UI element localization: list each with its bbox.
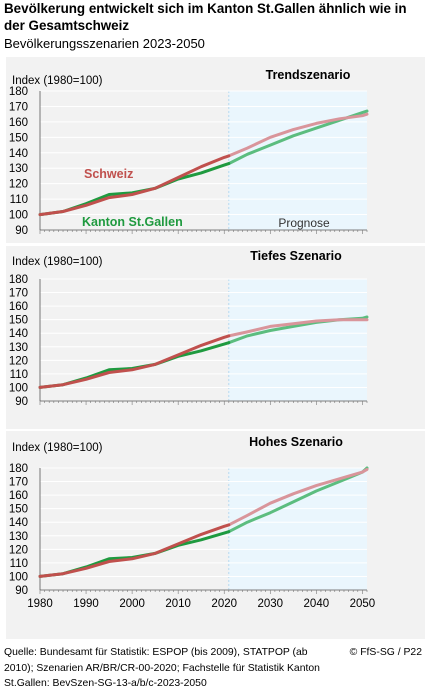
panel-1-line-schweiz-historic	[38, 154, 231, 217]
panel-2-ylabel: Index (1980=100)	[12, 256, 103, 268]
panel-1-ytick-label: 90	[15, 225, 28, 237]
panel-1-label-schweiz: Schweiz	[84, 167, 133, 181]
panel-2-ytick-label: 160	[9, 301, 28, 313]
panel-3-line-schweiz-historic	[38, 523, 231, 578]
panel-1-ytick-label: 140	[9, 148, 28, 160]
chart-subtitle: Bevölkerungsszenarien 2023-2050	[4, 36, 205, 51]
panel-3-xtick-label: 2010	[165, 598, 191, 610]
panel-1-ytick-label: 170	[9, 101, 28, 113]
panel-1-title: Trendszenario	[266, 68, 351, 82]
panel-2-title: Tiefes Szenario	[250, 249, 342, 263]
panel-1-ytick-label: 130	[9, 163, 28, 175]
panel-2-ytick-label: 110	[10, 369, 28, 381]
panel-3-title: Hohes Szenario	[249, 435, 343, 449]
panel-3-ytick-label: 90	[15, 585, 28, 597]
panel-3-xtick-label: 1990	[73, 598, 99, 610]
panel-2-ytick-label: 100	[9, 382, 28, 394]
panel-1-ytick-label: 150	[9, 132, 28, 144]
panel-2-ytick-label: 140	[9, 328, 28, 340]
panel-1-ytick-label: 180	[9, 86, 28, 98]
panel-3-xtick-label: 2030	[257, 598, 283, 610]
panel-3-xtick-label: 2040	[304, 598, 330, 610]
panel-1-ytick-label: 100	[9, 210, 28, 222]
panel-3-xtick-label: 1980	[27, 598, 53, 610]
panel-3-ytick-label: 110	[10, 558, 28, 570]
panel-1-ylabel: Index (1980=100)	[12, 75, 103, 87]
panel-2-ytick-label: 130	[9, 342, 28, 354]
panel-1-label-forecast: Prognose	[278, 216, 330, 230]
panel-1-label-st-gallen: Kanton St.Gallen	[82, 215, 183, 229]
panel-3-ytick-label: 140	[9, 517, 28, 529]
panel-1-line-schweiz-forecast	[227, 112, 369, 158]
panel-3-line-schweiz-forecast	[227, 467, 369, 527]
panel-3-xtick-label: 2000	[119, 598, 145, 610]
panel-2-ytick-label: 180	[9, 274, 28, 286]
panel-2-ytick-label: 170	[9, 288, 28, 300]
panel-2-line-schweiz-historic	[38, 334, 231, 389]
panel-2-line-schweiz-forecast	[227, 318, 369, 338]
panel-2-ytick-label: 120	[9, 355, 28, 367]
source-note: Quelle: Bundesamt für Statistik: ESPOP (…	[4, 647, 320, 689]
panel-2-ytick-label: 150	[9, 315, 28, 327]
panel-1-ytick-label: 160	[9, 117, 28, 129]
panel-2-forecast-area	[228, 279, 367, 401]
panel-1-forecast-area	[228, 91, 367, 230]
panel-3-ylabel: Index (1980=100)	[12, 442, 103, 454]
panel-1-ytick-label: 110	[10, 194, 28, 206]
chart-title: Bevölkerung entwickelt sich im Kanton St…	[4, 1, 407, 33]
panel-3-ytick-label: 100	[9, 571, 28, 583]
panel-2-ytick-label: 90	[15, 396, 28, 408]
panel-3-xtick-label: 2020	[211, 598, 237, 610]
credit-note: © FfS-SG / P22	[349, 647, 422, 658]
panel-1-ytick-label: 120	[9, 179, 28, 191]
panel-3-xtick-label: 2050	[350, 598, 376, 610]
panel-1-line-st-gallen-forecast	[227, 109, 369, 166]
panel-3-ytick-label: 120	[9, 544, 28, 556]
panel-3-ytick-label: 170	[9, 477, 28, 489]
panel-3-ytick-label: 150	[9, 504, 28, 516]
panel-3-ytick-label: 130	[9, 531, 28, 543]
panel-3-ytick-label: 180	[9, 463, 28, 475]
panel-3-ytick-label: 160	[9, 490, 28, 502]
panel-3-forecast-area	[228, 468, 367, 590]
